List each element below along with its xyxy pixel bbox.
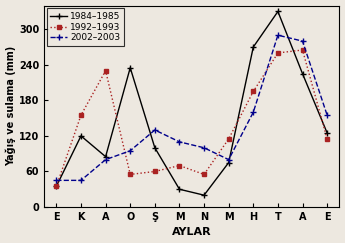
1984–1985 (325, 131, 329, 134)
2002–2003 (177, 140, 181, 143)
2002–2003 (153, 129, 157, 131)
1984–1985 (104, 155, 108, 158)
1984–1985 (153, 146, 157, 149)
1984–1985 (202, 194, 206, 197)
2002–2003 (325, 114, 329, 117)
1992–1993 (276, 52, 280, 54)
1992–1993 (177, 164, 181, 167)
1984–1985 (251, 46, 255, 49)
1992–1993 (128, 173, 132, 176)
Line: 2002–2003: 2002–2003 (53, 32, 331, 184)
1984–1985 (177, 188, 181, 191)
1992–1993 (325, 138, 329, 140)
Legend: 1984–1985, 1992–1993, 2002–2003: 1984–1985, 1992–1993, 2002–2003 (47, 8, 124, 46)
2002–2003 (104, 158, 108, 161)
2002–2003 (202, 146, 206, 149)
X-axis label: AYLAR: AYLAR (172, 227, 211, 237)
2002–2003 (128, 149, 132, 152)
1984–1985 (79, 134, 83, 137)
2002–2003 (276, 34, 280, 37)
Line: 1984–1985: 1984–1985 (53, 8, 331, 199)
1984–1985 (54, 185, 58, 188)
Y-axis label: Yağış ve sulama (mm): Yağış ve sulama (mm) (6, 46, 16, 166)
1992–1993 (54, 185, 58, 188)
2002–2003 (79, 179, 83, 182)
Line: 1992–1993: 1992–1993 (54, 48, 329, 188)
2002–2003 (227, 158, 231, 161)
1992–1993 (104, 69, 108, 72)
1984–1985 (227, 161, 231, 164)
1984–1985 (128, 66, 132, 69)
2002–2003 (251, 111, 255, 114)
1984–1985 (276, 10, 280, 13)
1992–1993 (79, 114, 83, 117)
1984–1985 (300, 72, 305, 75)
1992–1993 (153, 170, 157, 173)
1992–1993 (227, 138, 231, 140)
2002–2003 (300, 40, 305, 43)
2002–2003 (54, 179, 58, 182)
1992–1993 (202, 173, 206, 176)
1992–1993 (251, 90, 255, 93)
1992–1993 (300, 49, 305, 52)
